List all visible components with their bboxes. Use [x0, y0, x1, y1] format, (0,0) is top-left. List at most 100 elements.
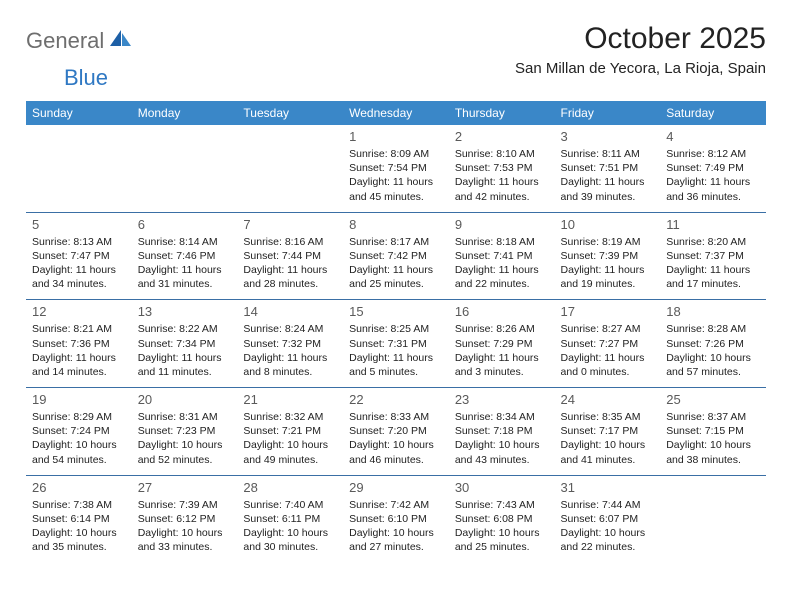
day-number: 13 [138, 304, 232, 319]
calendar-cell: 14 Sunrise: 8:24 AMSunset: 7:32 PMDayligh… [237, 300, 343, 388]
day-details: Sunrise: 8:14 AMSunset: 7:46 PMDaylight:… [138, 235, 232, 292]
calendar-row: 5 Sunrise: 8:13 AMSunset: 7:47 PMDaylight… [26, 212, 766, 300]
day-number: 17 [561, 304, 655, 319]
day-number: 29 [349, 480, 443, 495]
logo-text-gray: General [26, 28, 104, 54]
calendar-cell: 25 Sunrise: 8:37 AMSunset: 7:15 PMDayligh… [660, 388, 766, 476]
calendar-cell: 17 Sunrise: 8:27 AMSunset: 7:27 PMDayligh… [555, 300, 661, 388]
calendar-cell: 21Sunrise: 8:32 AMSunset: 7:21 PMDayligh… [237, 388, 343, 476]
day-details: Sunrise: 8:11 AMSunset: 7:51 PMDaylight:… [561, 147, 655, 204]
calendar-cell: 6 Sunrise: 8:14 AMSunset: 7:46 PMDaylight… [132, 212, 238, 300]
calendar-cell: 13 Sunrise: 8:22 AMSunset: 7:34 PMDayligh… [132, 300, 238, 388]
day-number: 25 [666, 392, 760, 407]
day-number: 8 [349, 217, 443, 232]
day-details: Sunrise: 8:29 AMSunset: 7:24 PMDaylight:… [32, 410, 126, 467]
logo: General [26, 22, 134, 54]
calendar-cell: 26 Sunrise: 7:38 AMSunset: 6:14 PMDayligh… [26, 475, 132, 562]
day-number: 11 [666, 217, 760, 232]
day-details: Sunrise: 8:22 AMSunset: 7:34 PMDaylight:… [138, 322, 232, 379]
day-details: Sunrise: 8:17 AMSunset: 7:42 PMDaylight:… [349, 235, 443, 292]
day-number: 15 [349, 304, 443, 319]
day-details: Sunrise: 7:44 AMSunset: 6:07 PMDaylight:… [561, 498, 655, 555]
calendar-cell: 9 Sunrise: 8:18 AMSunset: 7:41 PMDaylight… [449, 212, 555, 300]
calendar-cell: 24Sunrise: 8:35 AMSunset: 7:17 PMDayligh… [555, 388, 661, 476]
calendar-cell: 1Sunrise: 8:09 AMSunset: 7:54 PMDaylight… [343, 125, 449, 212]
day-number: 7 [243, 217, 337, 232]
day-number: 20 [138, 392, 232, 407]
day-details: Sunrise: 8:13 AMSunset: 7:47 PMDaylight:… [32, 235, 126, 292]
day-number: 27 [138, 480, 232, 495]
calendar-cell: 12 Sunrise: 8:21 AMSunset: 7:36 PMDayligh… [26, 300, 132, 388]
day-details: Sunrise: 7:38 AMSunset: 6:14 PMDaylight:… [32, 498, 126, 555]
day-details: Sunrise: 8:09 AMSunset: 7:54 PMDaylight:… [349, 147, 443, 204]
calendar-cell: 20 Sunrise: 8:31 AMSunset: 7:23 PMDayligh… [132, 388, 238, 476]
day-number: 22 [349, 392, 443, 407]
day-number: 26 [32, 480, 126, 495]
day-details: Sunrise: 8:21 AMSunset: 7:36 PMDaylight:… [32, 322, 126, 379]
day-number: 9 [455, 217, 549, 232]
day-number: 10 [561, 217, 655, 232]
header-row: SundayMondayTuesdayWednesdayThursdayFrid… [26, 101, 766, 125]
day-number: 6 [138, 217, 232, 232]
day-details: Sunrise: 8:37 AMSunset: 7:15 PMDaylight:… [666, 410, 760, 467]
day-header: Friday [555, 101, 661, 125]
calendar-table: SundayMondayTuesdayWednesdayThursdayFrid… [26, 101, 766, 562]
calendar-cell: 27Sunrise: 7:39 AMSunset: 6:12 PMDayligh… [132, 475, 238, 562]
day-details: Sunrise: 8:18 AMSunset: 7:41 PMDaylight:… [455, 235, 549, 292]
day-details: Sunrise: 7:43 AMSunset: 6:08 PMDaylight:… [455, 498, 549, 555]
calendar-cell: 4 Sunrise: 8:12 AMSunset: 7:49 PMDaylight… [660, 125, 766, 212]
day-number: 31 [561, 480, 655, 495]
calendar-cell: 23 Sunrise: 8:34 AMSunset: 7:18 PMDayligh… [449, 388, 555, 476]
calendar-row: 19 Sunrise: 8:29 AMSunset: 7:24 PMDayligh… [26, 388, 766, 476]
day-number: 23 [455, 392, 549, 407]
day-details: Sunrise: 8:34 AMSunset: 7:18 PMDaylight:… [455, 410, 549, 467]
day-number: 14 [243, 304, 337, 319]
day-header: Sunday [26, 101, 132, 125]
calendar-cell [660, 475, 766, 562]
calendar-cell: 2 Sunrise: 8:10 AMSunset: 7:53 PMDaylight… [449, 125, 555, 212]
calendar-cell: 19 Sunrise: 8:29 AMSunset: 7:24 PMDayligh… [26, 388, 132, 476]
day-details: Sunrise: 8:12 AMSunset: 7:49 PMDaylight:… [666, 147, 760, 204]
calendar-cell: 10 Sunrise: 8:19 AMSunset: 7:39 PMDayligh… [555, 212, 661, 300]
day-details: Sunrise: 7:40 AMSunset: 6:11 PMDaylight:… [243, 498, 337, 555]
day-details: Sunrise: 8:32 AMSunset: 7:21 PMDaylight:… [243, 410, 337, 467]
day-number: 5 [32, 217, 126, 232]
calendar-cell [132, 125, 238, 212]
day-header: Wednesday [343, 101, 449, 125]
day-details: Sunrise: 8:33 AMSunset: 7:20 PMDaylight:… [349, 410, 443, 467]
month-title: October 2025 [515, 22, 766, 56]
day-details: Sunrise: 8:28 AMSunset: 7:26 PMDaylight:… [666, 322, 760, 379]
day-details: Sunrise: 8:31 AMSunset: 7:23 PMDaylight:… [138, 410, 232, 467]
calendar-cell: 5 Sunrise: 8:13 AMSunset: 7:47 PMDaylight… [26, 212, 132, 300]
day-number: 28 [243, 480, 337, 495]
calendar-row: 26 Sunrise: 7:38 AMSunset: 6:14 PMDayligh… [26, 475, 766, 562]
calendar-cell: 22 Sunrise: 8:33 AMSunset: 7:20 PMDayligh… [343, 388, 449, 476]
calendar-cell: 7Sunrise: 8:16 AMSunset: 7:44 PMDaylight… [237, 212, 343, 300]
day-number: 3 [561, 129, 655, 144]
calendar-cell: 11 Sunrise: 8:20 AMSunset: 7:37 PMDayligh… [660, 212, 766, 300]
calendar-cell: 28 Sunrise: 7:40 AMSunset: 6:11 PMDayligh… [237, 475, 343, 562]
day-details: Sunrise: 8:10 AMSunset: 7:53 PMDaylight:… [455, 147, 549, 204]
day-header: Thursday [449, 101, 555, 125]
logo-text-blue: Blue [64, 65, 108, 90]
day-details: Sunrise: 8:19 AMSunset: 7:39 PMDaylight:… [561, 235, 655, 292]
day-number: 18 [666, 304, 760, 319]
calendar-row: 1Sunrise: 8:09 AMSunset: 7:54 PMDaylight… [26, 125, 766, 212]
calendar-cell: 29 Sunrise: 7:42 AMSunset: 6:10 PMDayligh… [343, 475, 449, 562]
day-details: Sunrise: 8:20 AMSunset: 7:37 PMDaylight:… [666, 235, 760, 292]
day-details: Sunrise: 8:24 AMSunset: 7:32 PMDaylight:… [243, 322, 337, 379]
day-number: 2 [455, 129, 549, 144]
calendar-cell: 8 Sunrise: 8:17 AMSunset: 7:42 PMDaylight… [343, 212, 449, 300]
day-number: 4 [666, 129, 760, 144]
day-number: 24 [561, 392, 655, 407]
calendar-cell: 30 Sunrise: 7:43 AMSunset: 6:08 PMDayligh… [449, 475, 555, 562]
day-details: Sunrise: 7:42 AMSunset: 6:10 PMDaylight:… [349, 498, 443, 555]
day-header: Saturday [660, 101, 766, 125]
day-number: 16 [455, 304, 549, 319]
day-header: Tuesday [237, 101, 343, 125]
day-details: Sunrise: 8:27 AMSunset: 7:27 PMDaylight:… [561, 322, 655, 379]
calendar-cell: 18 Sunrise: 8:28 AMSunset: 7:26 PMDayligh… [660, 300, 766, 388]
day-number: 30 [455, 480, 549, 495]
day-number: 12 [32, 304, 126, 319]
day-number: 19 [32, 392, 126, 407]
